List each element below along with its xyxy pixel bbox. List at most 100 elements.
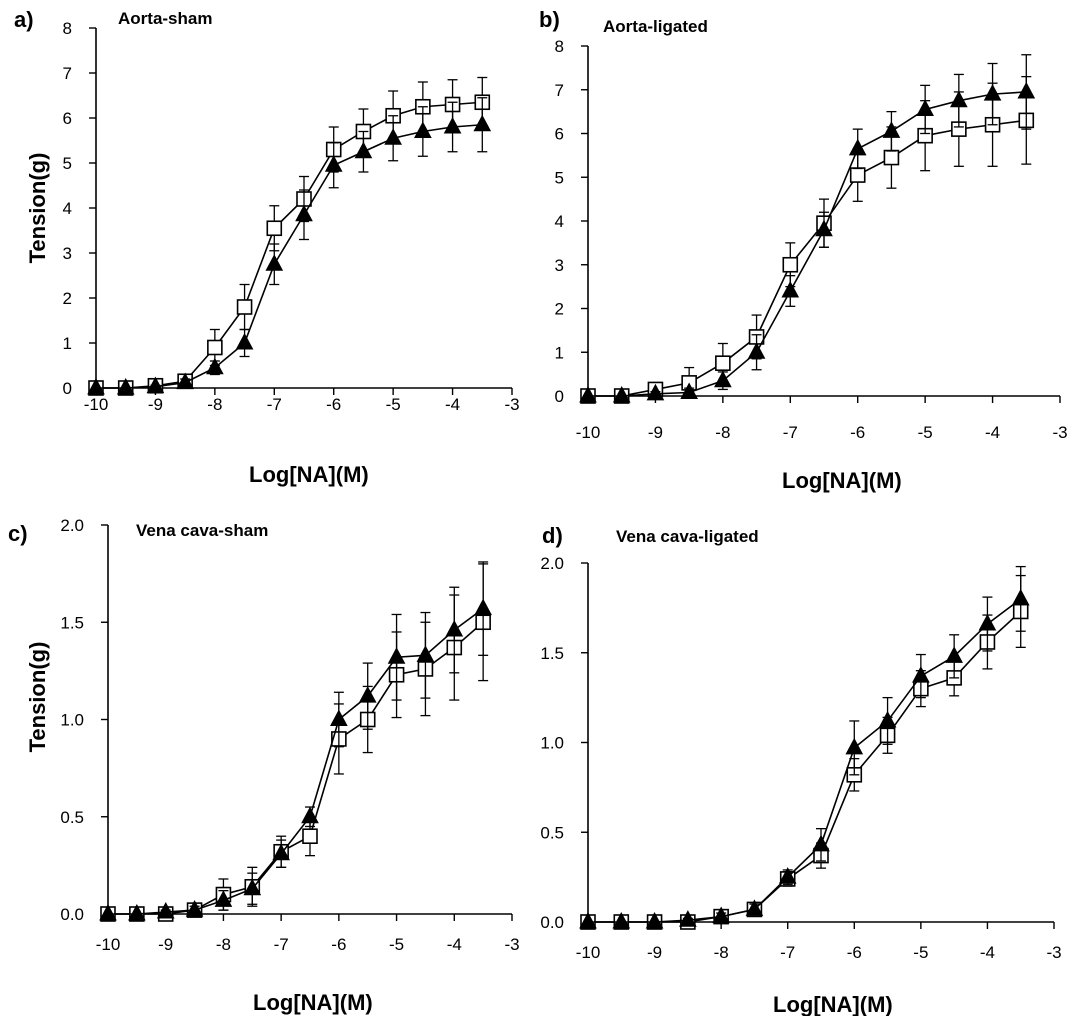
x-axis-label: Log[NA](M) xyxy=(249,462,369,487)
data-point-triangle xyxy=(912,666,930,683)
y-axis-label: Tension(g) xyxy=(25,153,50,264)
y-tick-label: 1 xyxy=(555,343,564,362)
x-tick-label: -7 xyxy=(267,395,282,414)
x-tick-label: -5 xyxy=(389,935,404,954)
data-point-triangle xyxy=(416,645,435,662)
y-tick-label: 3 xyxy=(555,256,564,275)
x-tick-label: -3 xyxy=(504,935,519,954)
x-tick-label: -9 xyxy=(158,935,173,954)
data-point-triangle xyxy=(156,901,175,919)
data-point-triangle xyxy=(812,834,830,852)
y-tick-label: 2.0 xyxy=(540,554,564,573)
series-filled-triangle xyxy=(87,97,492,395)
y-tick-label: 8 xyxy=(555,37,564,56)
data-point-triangle xyxy=(272,843,290,861)
x-tick-label: -10 xyxy=(96,935,121,954)
data-point-square xyxy=(883,149,900,166)
x-tick-label: -10 xyxy=(576,943,601,962)
data-point-triangle xyxy=(128,903,146,921)
data-point-triangle xyxy=(679,910,697,927)
data-point-triangle xyxy=(612,385,631,403)
y-tick-label: 4 xyxy=(555,212,564,231)
x-tick-label: -6 xyxy=(850,423,865,442)
data-point-triangle xyxy=(384,128,402,145)
data-point-triangle xyxy=(916,99,934,116)
data-point-triangle xyxy=(473,114,492,132)
series-filled-triangle xyxy=(579,54,1036,403)
series-open-square xyxy=(100,563,491,922)
series-filled-triangle xyxy=(99,561,492,921)
x-tick-label: -4 xyxy=(985,423,1000,442)
y-tick-label: 0.5 xyxy=(60,808,84,827)
data-point-triangle xyxy=(612,911,631,929)
y-tick-label: 6 xyxy=(555,125,564,144)
x-tick-label: -3 xyxy=(1052,423,1067,442)
data-point-triangle xyxy=(945,646,963,663)
data-point-triangle xyxy=(243,878,262,896)
data-point-triangle xyxy=(474,598,492,616)
data-point-triangle xyxy=(712,906,730,924)
y-tick-label: 5 xyxy=(555,168,564,187)
x-tick-label: -9 xyxy=(647,943,662,962)
data-point-triangle xyxy=(714,370,732,388)
data-point-triangle xyxy=(579,385,597,403)
y-tick-label: 1.5 xyxy=(540,644,564,663)
y-tick-label: 5 xyxy=(63,154,72,173)
data-point-triangle xyxy=(387,647,406,664)
x-axis-label: Log[NA](M) xyxy=(253,990,373,1015)
x-tick-label: -5 xyxy=(918,423,933,442)
chart-panel-2: b) Aorta-ligated -10 -9 -8 -7 -6 -5 -4 -3 0 1 2 3 4 5 6 7… xyxy=(539,7,1068,493)
data-point-triangle xyxy=(645,911,664,929)
data-point-triangle xyxy=(579,911,597,929)
panel-letter: d) xyxy=(542,523,563,548)
y-tick-label: 0.0 xyxy=(540,913,564,932)
data-point-triangle xyxy=(680,382,698,399)
data-point-triangle xyxy=(950,90,968,108)
chart-panel-3: c) Vena cava-sham -10 -9 -8 -7 -6 -5 -4 -3 0.0 0.5 1… xyxy=(8,516,520,1015)
data-point-triangle xyxy=(358,686,377,703)
y-tick-label: 1.0 xyxy=(540,734,564,753)
data-point-square xyxy=(207,339,223,356)
y-tick-label: 7 xyxy=(555,81,564,100)
chart-panel-4: d) Vena cava-ligated -10 -9 -8 -7 -6 -5 -4 -3 0.0 0… xyxy=(540,523,1061,1016)
chart-title: Aorta-ligated xyxy=(603,17,708,36)
x-tick-label: -10 xyxy=(576,423,601,442)
y-tick-label: 3 xyxy=(63,244,72,263)
series-filled-triangle xyxy=(579,565,1030,929)
y-tick-label: 0 xyxy=(63,379,72,398)
y-tick-label: 0.0 xyxy=(60,905,84,924)
series-line xyxy=(96,123,483,389)
chart-panel-1: a) Aorta-sham -10 -9 -8 -7 -6 -5 -4 -3 0 1 2 3 4 5 6 7 8 Lo… xyxy=(14,7,520,487)
data-point-triangle xyxy=(815,219,833,237)
chart-title: Aorta-sham xyxy=(118,9,212,28)
data-point-triangle xyxy=(978,613,997,631)
x-tick-label: -8 xyxy=(216,935,231,954)
x-axis-label: Log[NA](M) xyxy=(782,468,902,493)
x-tick-label: -8 xyxy=(207,395,222,414)
data-point-triangle xyxy=(235,332,254,350)
data-point-triangle xyxy=(330,709,348,726)
y-tick-label: 8 xyxy=(63,19,72,38)
data-point-triangle xyxy=(443,116,462,134)
data-point-triangle xyxy=(646,383,665,401)
x-tick-label: -9 xyxy=(148,395,163,414)
data-point-triangle xyxy=(848,138,867,156)
y-tick-label: 1.0 xyxy=(60,711,84,730)
x-tick-label: -6 xyxy=(847,943,862,962)
series-line xyxy=(588,119,1027,397)
panel-letter: c) xyxy=(8,521,28,546)
x-tick-label: -9 xyxy=(648,423,663,442)
data-point-triangle xyxy=(747,342,766,359)
y-tick-label: 1 xyxy=(63,334,72,353)
data-point-triangle xyxy=(1017,81,1036,99)
data-point-square xyxy=(266,220,283,237)
data-point-square xyxy=(849,167,866,183)
data-point-triangle xyxy=(265,254,284,271)
data-point-triangle xyxy=(214,890,233,907)
panel-letter: a) xyxy=(14,7,34,32)
x-tick-label: -4 xyxy=(980,943,995,962)
y-tick-label: 0 xyxy=(555,387,564,406)
x-tick-label: -7 xyxy=(274,935,289,954)
y-tick-label: 2 xyxy=(63,289,72,308)
